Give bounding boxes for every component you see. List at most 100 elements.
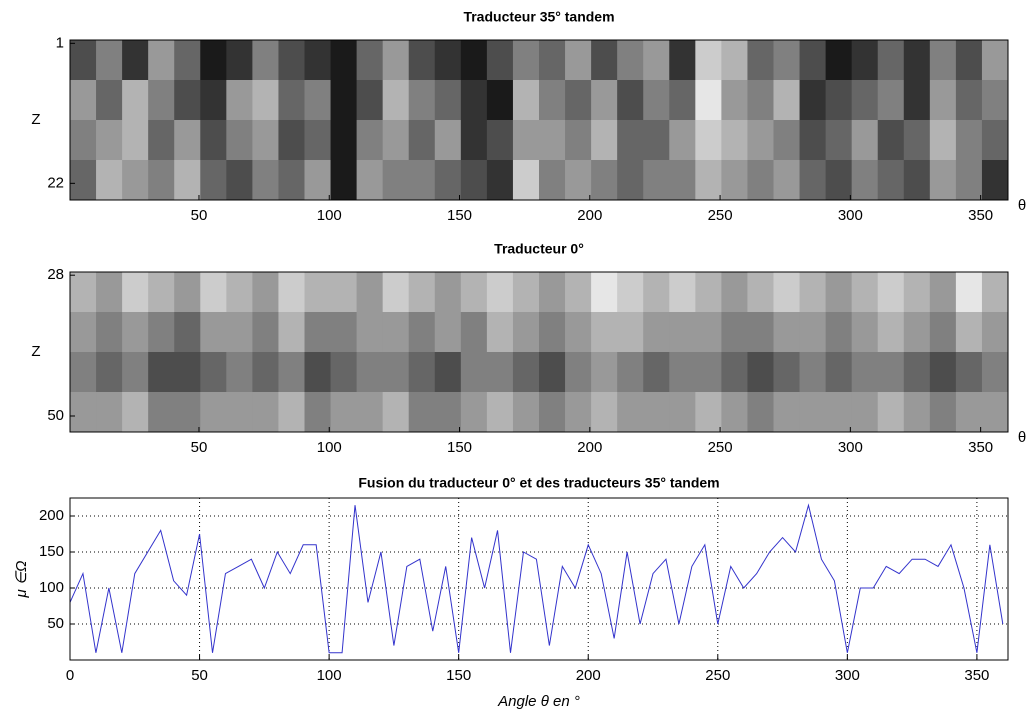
heatmap-cell	[512, 392, 540, 433]
heatmap-cell	[122, 352, 149, 393]
x-tick-label: 350	[964, 667, 989, 684]
heatmap-cell	[174, 40, 201, 81]
heatmap-cell	[330, 40, 358, 81]
heatmap-cell	[408, 312, 436, 353]
heatmap-cell	[851, 352, 879, 393]
heatmap-cell	[617, 80, 644, 121]
heatmap-cell	[955, 312, 983, 353]
heatmap-cell	[174, 272, 201, 313]
heatmap-cell	[200, 272, 227, 313]
heatmap-cell	[669, 352, 696, 393]
heatmap-cell	[252, 80, 279, 121]
heatmap-cell	[773, 272, 801, 313]
heatmap-cell	[565, 312, 592, 353]
heatmap-cell	[695, 272, 722, 313]
heatmap-cell	[539, 272, 566, 313]
heatmap-cell	[669, 392, 696, 433]
heatmap-cell	[460, 120, 488, 161]
heatmap-cell	[96, 352, 123, 393]
heatmap-cell	[148, 272, 175, 313]
heatmap-cell	[408, 80, 436, 121]
heatmap-cell	[70, 352, 97, 393]
heatmap-cell	[408, 120, 436, 161]
heatmap-cell	[929, 80, 957, 121]
heatmap-cell	[122, 272, 149, 313]
heatmap-cell	[695, 352, 722, 393]
heatmap-cell	[539, 160, 566, 201]
heatmap-cell	[903, 160, 931, 201]
heatmap-cell	[981, 312, 1009, 353]
y-tick-label: 50	[47, 615, 64, 632]
heatmap-cell	[591, 312, 618, 353]
heatmap-cell	[486, 80, 514, 121]
heatmap-cell	[252, 312, 279, 353]
heatmap-cell	[512, 312, 540, 353]
heatmap-cell	[174, 160, 201, 201]
heatmap-cell	[330, 160, 358, 201]
heatmap-cell	[617, 352, 644, 393]
x-tick-label: 100	[317, 667, 342, 684]
plot-frame	[69, 497, 1009, 661]
heatmap-cell	[773, 160, 801, 201]
heatmap-cell	[565, 392, 592, 433]
heatmap-cell	[591, 80, 618, 121]
heatmap-cell	[903, 80, 931, 121]
heatmap-cell	[408, 160, 436, 201]
heatmap-cell	[539, 392, 566, 433]
heatmap-cell	[434, 80, 462, 121]
heatmap-cell	[747, 312, 774, 353]
heatmap-cell	[356, 352, 384, 393]
heatmap-cell	[929, 312, 957, 353]
heatmap-cell	[356, 80, 384, 121]
heatmap-cell	[460, 352, 488, 393]
heatmap-cell	[486, 312, 514, 353]
heatmap-cell	[460, 160, 488, 201]
heatmap-cell	[486, 40, 514, 81]
heatmap-cell	[877, 120, 905, 161]
heatmap-cell	[617, 160, 644, 201]
heatmap-cell	[96, 40, 123, 81]
heatmap-cell	[617, 272, 644, 313]
heatmap-cell	[825, 272, 853, 313]
y-tick-label: 22	[47, 174, 64, 191]
x-tick-label: 200	[576, 667, 601, 684]
heatmap-cell	[981, 392, 1009, 433]
heatmap-cell	[643, 120, 670, 161]
heatmap-cell	[825, 352, 853, 393]
heatmap-cell	[382, 392, 410, 433]
heatmap-cell	[408, 40, 436, 81]
heatmap-cell	[200, 80, 227, 121]
heatmap-cell	[226, 120, 253, 161]
heatmap-cell	[955, 120, 983, 161]
heatmap-cell	[434, 272, 462, 313]
heatmap-cell	[539, 312, 566, 353]
heatmap-cell	[747, 352, 774, 393]
heatmap-cell	[929, 120, 957, 161]
heatmap-cell	[200, 160, 227, 201]
heatmap-cell	[955, 352, 983, 393]
heatmap-cell	[955, 80, 983, 121]
chart-title: Traducteur 0°	[494, 241, 584, 257]
heatmap-cell	[877, 312, 905, 353]
heatmap-cell	[799, 272, 827, 313]
heatmap-cell	[643, 80, 670, 121]
x-tick-label: 50	[191, 207, 208, 224]
heatmap-cell	[903, 312, 931, 353]
heatmap-cell	[591, 272, 618, 313]
heatmap-cell	[122, 40, 149, 81]
heatmap-cell	[851, 80, 879, 121]
y-tick-label: 200	[39, 507, 64, 524]
heatmap-cell	[330, 120, 358, 161]
heatmap-cell	[382, 80, 410, 121]
y-axis-label: Z	[31, 111, 40, 128]
x-tick-label: 300	[835, 667, 860, 684]
heatmap-cell	[903, 352, 931, 393]
heatmap-cell	[512, 120, 540, 161]
heatmap-cell	[851, 40, 879, 81]
chart-title: Traducteur 35° tandem	[463, 9, 614, 25]
heatmap-cell	[512, 80, 540, 121]
heatmap-cell	[408, 272, 436, 313]
x-tick-label: 50	[191, 439, 208, 456]
heatmap-cell	[851, 312, 879, 353]
